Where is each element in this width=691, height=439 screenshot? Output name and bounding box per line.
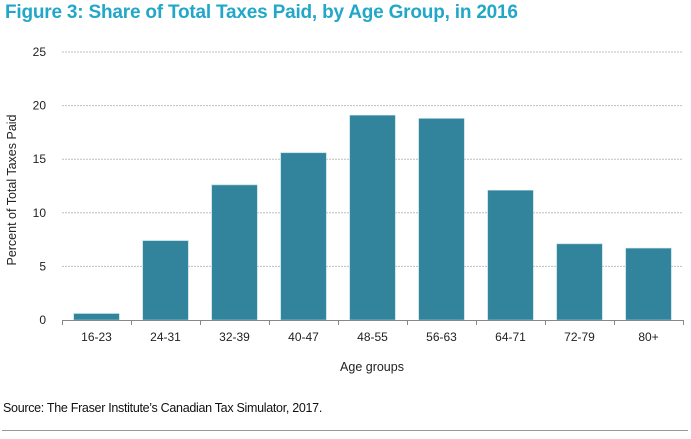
x-tick-label: 80+	[638, 330, 658, 344]
x-tick-label: 48-55	[357, 330, 388, 344]
bar-16-23	[73, 313, 120, 321]
x-tick-label: 24-31	[150, 330, 181, 344]
x-tick-label: 56-63	[426, 330, 457, 344]
bar-32-39	[211, 184, 258, 321]
y-tick-label: 15	[33, 152, 47, 166]
bottom-rule	[2, 430, 688, 431]
bar-56-63	[418, 118, 465, 321]
bar-40-47	[280, 152, 327, 321]
x-tick-label: 64-71	[495, 330, 526, 344]
y-tick-label: 20	[33, 99, 47, 113]
bar-72-79	[556, 243, 603, 321]
bar-48-55	[349, 114, 396, 321]
bar-24-31	[142, 240, 189, 321]
x-tick-labels: 16-23 24-31 32-39 40-47 48-55 56-63 64-71 72-79…	[81, 330, 659, 344]
bar-64-71	[487, 189, 534, 321]
y-tick-label: 25	[33, 45, 47, 59]
source-note: Source: The Fraser Institute’s Canadian …	[3, 401, 322, 415]
x-axis	[62, 320, 684, 325]
y-tick-label: 10	[33, 206, 47, 220]
y-axis-label: Percent of Total Taxes Paid	[5, 114, 19, 265]
x-tick-label: 72-79	[564, 330, 595, 344]
y-tick-label: 0	[39, 313, 46, 327]
bar-80+	[625, 247, 672, 321]
x-tick-label: 32-39	[219, 330, 250, 344]
y-tick-labels: 0 5 10 15 20 25	[33, 45, 47, 327]
x-tick-label: 16-23	[81, 330, 112, 344]
bars	[73, 114, 672, 321]
x-axis-label: Age groups	[340, 360, 404, 374]
y-tick-label: 5	[39, 259, 46, 273]
chart-title: Figure 3: Share of Total Taxes Paid, by …	[5, 2, 518, 23]
x-tick-label: 40-47	[288, 330, 319, 344]
